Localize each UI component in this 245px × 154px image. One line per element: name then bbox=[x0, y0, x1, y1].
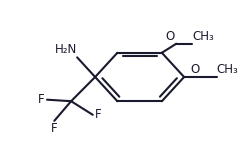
Text: O: O bbox=[166, 30, 175, 43]
Text: F: F bbox=[95, 108, 102, 121]
Text: CH₃: CH₃ bbox=[192, 30, 214, 43]
Text: F: F bbox=[51, 122, 58, 135]
Text: F: F bbox=[38, 93, 45, 106]
Text: H₂N: H₂N bbox=[55, 43, 77, 56]
Text: CH₃: CH₃ bbox=[217, 63, 238, 76]
Text: O: O bbox=[190, 63, 200, 76]
